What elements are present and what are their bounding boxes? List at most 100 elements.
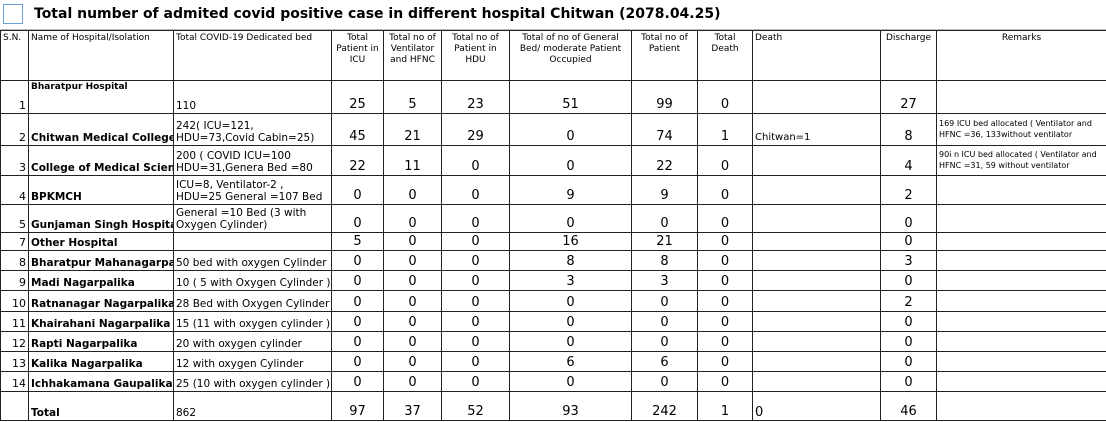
cell-patients: 6 bbox=[631, 351, 698, 372]
cell-icu: 45 bbox=[331, 113, 384, 146]
table-row: 12 Rapti Nagarpalika 20 with oxygen cylind… bbox=[0, 331, 1106, 352]
column-header: Total COVID-19 Dedicated bed bbox=[173, 30, 332, 81]
cell-remarks bbox=[936, 204, 1106, 233]
cell-beds: 28 Bed with Oxygen Cylinder bbox=[173, 290, 332, 312]
cell-ventilator: 0 bbox=[383, 351, 442, 372]
cell-general: 0 bbox=[509, 145, 632, 176]
header-row: S.N. Name of Hospital/Isolation Total COVI… bbox=[0, 30, 1106, 81]
cell-name: Gunjaman Singh Hospital bbox=[28, 204, 174, 233]
cell-death bbox=[752, 311, 881, 332]
cell-total-death: 1 bbox=[697, 391, 753, 421]
cell-name: Ichhakamana Gaupalika bbox=[28, 371, 174, 392]
cell-patients: 0 bbox=[631, 371, 698, 392]
cell-beds: ICU=8, Ventilator-2 , HDU=25 General =10… bbox=[173, 175, 332, 205]
title-row: Total number of admited covid positive c… bbox=[0, 0, 1106, 30]
cell-general: 3 bbox=[509, 270, 632, 291]
cell-name: Bharatpur Hospital bbox=[28, 80, 174, 114]
cell-remarks bbox=[936, 311, 1106, 332]
cell-death bbox=[752, 290, 881, 312]
column-header: Name of Hospital/Isolation bbox=[28, 30, 174, 81]
sheet-title: Total number of admited covid positive c… bbox=[34, 6, 721, 22]
cell-sn: 5 bbox=[0, 204, 29, 233]
column-header: Total of no of General Bed/ moderate Pat… bbox=[509, 30, 632, 81]
table-row: 14 Ichhakamana Gaupalika 25 (10 with oxyge… bbox=[0, 371, 1106, 392]
cell-total-death: 0 bbox=[697, 270, 753, 291]
cell-name: Madi Nagarpalika bbox=[28, 270, 174, 291]
cell-patients: 9 bbox=[631, 175, 698, 205]
cell-sn: 13 bbox=[0, 351, 29, 372]
cell-hdu: 0 bbox=[441, 204, 510, 233]
cell-beds: 50 bed with oxygen Cylinder bbox=[173, 250, 332, 271]
cell-name: Ratnanagar Nagarpalika bbox=[28, 290, 174, 312]
cell-icu: 5 bbox=[331, 232, 384, 251]
cell-death bbox=[752, 175, 881, 205]
cell-death bbox=[752, 204, 881, 233]
cell-remarks bbox=[936, 351, 1106, 372]
cell-ventilator: 0 bbox=[383, 331, 442, 352]
cell-icu: 22 bbox=[331, 145, 384, 176]
cell-general: 0 bbox=[509, 311, 632, 332]
column-header: Total Death bbox=[697, 30, 753, 81]
column-header: Total no of Patient in HDU bbox=[441, 30, 510, 81]
cell-patients: 99 bbox=[631, 80, 698, 114]
cell-general: 0 bbox=[509, 113, 632, 146]
cell-hdu: 29 bbox=[441, 113, 510, 146]
cell-general: 51 bbox=[509, 80, 632, 114]
cell-total-death: 0 bbox=[697, 331, 753, 352]
cell-patients: 74 bbox=[631, 113, 698, 146]
cell-remarks bbox=[936, 232, 1106, 251]
cell-remarks: 90i n ICU bed allocated ( Ventilator and… bbox=[936, 145, 1106, 176]
cell-icu: 0 bbox=[331, 270, 384, 291]
cell-hdu: 0 bbox=[441, 311, 510, 332]
cell-patients: 0 bbox=[631, 290, 698, 312]
cell-general: 0 bbox=[509, 371, 632, 392]
cell-name: Chitwan Medical College bbox=[28, 113, 174, 146]
cell-patients: 22 bbox=[631, 145, 698, 176]
cell-total-death: 0 bbox=[697, 80, 753, 114]
cell-beds bbox=[173, 232, 332, 251]
cell-sn: 4 bbox=[0, 175, 29, 205]
column-header: S.N. bbox=[0, 30, 29, 81]
cell-beds: 862 bbox=[173, 391, 332, 421]
cell-discharge: 3 bbox=[880, 250, 937, 271]
cell-total-death: 0 bbox=[697, 351, 753, 372]
cell-ventilator: 0 bbox=[383, 204, 442, 233]
column-header: Remarks bbox=[936, 30, 1106, 81]
table-row: 5 Gunjaman Singh Hospital General =10 Bed … bbox=[0, 204, 1106, 233]
cell-sn bbox=[0, 391, 29, 421]
cell-general: 8 bbox=[509, 250, 632, 271]
cell-sn: 7 bbox=[0, 232, 29, 251]
cell-discharge: 2 bbox=[880, 175, 937, 205]
cell-sn: 11 bbox=[0, 311, 29, 332]
table-row: 1 Bharatpur Hospital 110 25 5 23 51 99 0 27 bbox=[0, 80, 1106, 114]
cell-hdu: 23 bbox=[441, 80, 510, 114]
cell-hdu: 0 bbox=[441, 175, 510, 205]
cell-general: 0 bbox=[509, 290, 632, 312]
cell-beds: 15 (11 with oxygen cylinder ) bbox=[173, 311, 332, 332]
cell-general: 16 bbox=[509, 232, 632, 251]
cell-icu: 0 bbox=[331, 290, 384, 312]
cell-general: 0 bbox=[509, 331, 632, 352]
cell-discharge: 4 bbox=[880, 145, 937, 176]
cell-name: Bharatpur Mahanagarpalika bbox=[28, 250, 174, 271]
cell-discharge: 0 bbox=[880, 351, 937, 372]
cell-hdu: 0 bbox=[441, 232, 510, 251]
column-header: Discharge bbox=[880, 30, 937, 81]
cell-icu: 0 bbox=[331, 351, 384, 372]
cell-icu: 0 bbox=[331, 331, 384, 352]
column-header: Total Patient in ICU bbox=[331, 30, 384, 81]
cell-remarks bbox=[936, 175, 1106, 205]
selected-cell[interactable] bbox=[3, 4, 23, 24]
cell-general: 9 bbox=[509, 175, 632, 205]
table-row: 11 Khairahani Nagarpalika 15 (11 with oxyg… bbox=[0, 311, 1106, 332]
cell-sn: 14 bbox=[0, 371, 29, 392]
table-row: 2 Chitwan Medical College 242( ICU=121, HD… bbox=[0, 113, 1106, 146]
cell-sn: 9 bbox=[0, 270, 29, 291]
cell-hdu: 0 bbox=[441, 331, 510, 352]
table-row: 9 Madi Nagarpalika 10 ( 5 with Oxygen Cyli… bbox=[0, 270, 1106, 291]
cell-icu: 97 bbox=[331, 391, 384, 421]
cell-beds: General =10 Bed (3 with Oxygen Cylinder) bbox=[173, 204, 332, 233]
cell-patients: 21 bbox=[631, 232, 698, 251]
cell-total-death: 1 bbox=[697, 113, 753, 146]
